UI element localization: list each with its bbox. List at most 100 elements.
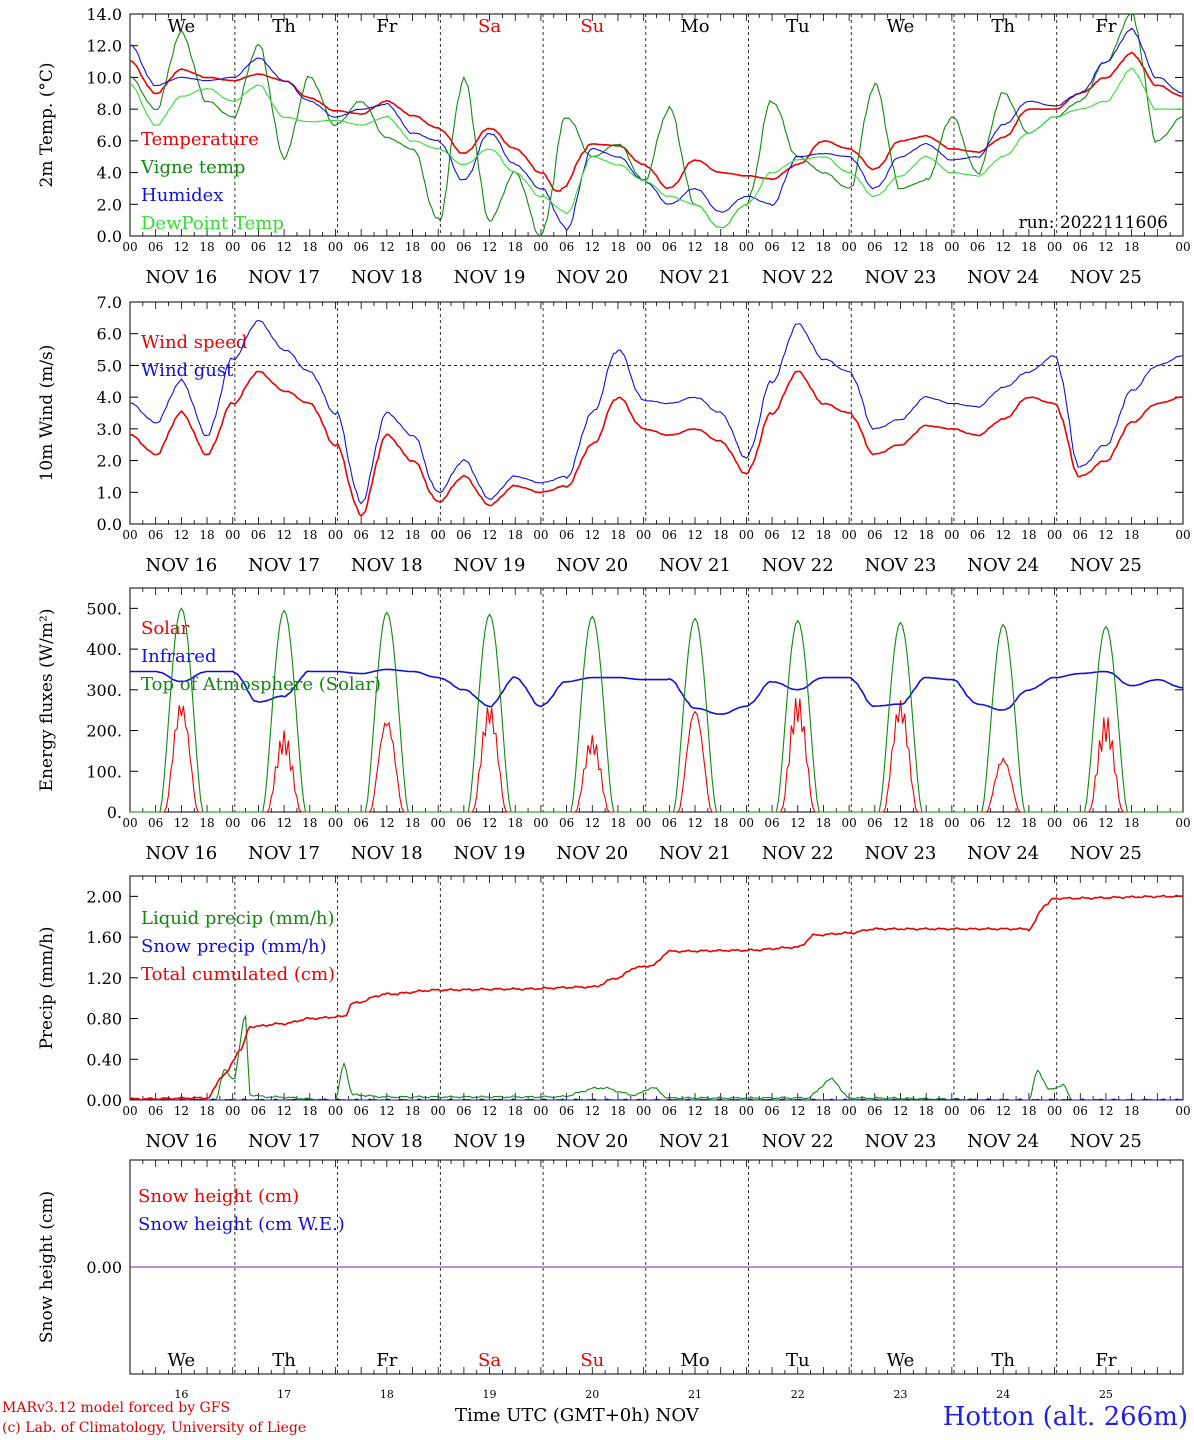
hour-label: 18 — [199, 528, 214, 542]
day-number: 24 — [996, 1388, 1010, 1401]
hour-label: 12 — [585, 528, 600, 542]
hour-label: 18 — [508, 240, 523, 254]
time-axis-title: Time UTC (GMT+0h) NOV — [455, 1405, 699, 1426]
hour-label: 00 — [636, 1104, 651, 1118]
date-label: NOV 17 — [248, 843, 320, 864]
hour-label: 00 — [431, 816, 446, 830]
hour-label: 12 — [585, 816, 600, 830]
hour-label: 18 — [302, 528, 317, 542]
y-tick-label: 6.0 — [97, 325, 122, 344]
hour-label: 06 — [354, 528, 369, 542]
hour-label: 12 — [482, 240, 497, 254]
y-tick-label: 4.0 — [97, 164, 122, 183]
day-label: Th — [991, 1350, 1015, 1371]
hour-label: 06 — [559, 240, 574, 254]
hour-label: 12 — [687, 816, 702, 830]
hour-label: 18 — [1124, 1104, 1139, 1118]
hour-label: 00 — [122, 240, 137, 254]
hour-label: 18 — [816, 1104, 831, 1118]
hour-label: 00 — [739, 816, 754, 830]
hour-label: 06 — [456, 816, 471, 830]
legend-entry: Temperature — [141, 129, 259, 150]
hour-label: 18 — [1021, 528, 1036, 542]
series-line-1-2 — [129, 13, 1184, 237]
hour-label: 00 — [636, 528, 651, 542]
legend-entry: Wind speed — [141, 332, 247, 353]
hour-label: 00 — [841, 240, 856, 254]
hour-label: 12 — [1098, 1104, 1113, 1118]
series-line-1-1 — [129, 51, 1184, 192]
hour-label: 06 — [970, 240, 985, 254]
day-label: Fr — [1095, 1350, 1116, 1371]
date-label: NOV 20 — [556, 555, 628, 576]
legend-entry: Snow precip (mm/h) — [141, 936, 327, 957]
date-label: NOV 19 — [454, 267, 526, 288]
date-label: NOV 21 — [659, 555, 731, 576]
hour-label: 06 — [251, 528, 266, 542]
hour-label: 12 — [174, 528, 189, 542]
hour-label: 06 — [970, 1104, 985, 1118]
hour-label: 06 — [148, 528, 163, 542]
panel-3: 0. 100. 200. 300. 400. 500. Energy fluxes (W/m… — [37, 587, 1191, 864]
hour-label: 00 — [533, 816, 548, 830]
series-line-4-2 — [129, 1098, 1184, 1101]
y-tick-label: 1.20 — [86, 969, 122, 988]
series-line-4-3 — [129, 894, 1184, 1101]
hour-label: 18 — [610, 1104, 625, 1118]
y-tick-label: 8.0 — [97, 100, 122, 119]
hour-label: 18 — [713, 816, 728, 830]
day-number: 23 — [893, 1388, 907, 1401]
y-tick-label: 0.80 — [86, 1010, 122, 1029]
hour-label: 18 — [508, 816, 523, 830]
hour-label: 12 — [996, 816, 1011, 830]
series-line-1-3 — [129, 27, 1184, 232]
y-axis-label: Precip (mm/h) — [37, 926, 57, 1049]
hour-label: 00 — [841, 528, 856, 542]
day-label: Fr — [376, 16, 397, 37]
day-label: Su — [580, 1350, 604, 1371]
hour-label: 00 — [1175, 240, 1190, 254]
hour-label: 18 — [816, 816, 831, 830]
date-label: NOV 23 — [865, 843, 937, 864]
date-label: NOV 25 — [1070, 843, 1142, 864]
y-tick-label: 14.0 — [86, 5, 122, 24]
date-label: NOV 22 — [762, 1131, 834, 1152]
hour-label: 12 — [687, 1104, 702, 1118]
panel-4: 0.00 0.40 0.80 1.20 1.60 2.00 Precip (mm/h) 00 0… — [37, 875, 1191, 1152]
hour-label: 06 — [662, 1104, 677, 1118]
date-label: NOV 23 — [865, 555, 937, 576]
hour-label: 12 — [893, 528, 908, 542]
hour-label: 12 — [379, 816, 394, 830]
hour-label: 06 — [662, 528, 677, 542]
hour-label: 06 — [867, 240, 882, 254]
hour-label: 12 — [687, 528, 702, 542]
hour-label: 06 — [354, 240, 369, 254]
day-label: We — [887, 1350, 915, 1371]
date-label: NOV 21 — [659, 267, 731, 288]
hour-label: 18 — [713, 528, 728, 542]
y-tick-label: 2.0 — [97, 195, 122, 214]
legend-entry: Solar — [141, 618, 190, 639]
day-label: We — [168, 1350, 196, 1371]
y-tick-label: 200. — [86, 722, 122, 741]
hour-label: 12 — [276, 528, 291, 542]
hour-label: 06 — [456, 1104, 471, 1118]
hour-label: 12 — [996, 1104, 1011, 1118]
legend-entry: DewPoint Temp — [141, 213, 284, 234]
hour-label: 00 — [533, 528, 548, 542]
hour-label: 00 — [328, 528, 343, 542]
date-label: NOV 18 — [351, 555, 423, 576]
date-label: NOV 25 — [1070, 1131, 1142, 1152]
hour-label: 12 — [174, 816, 189, 830]
y-tick-label: 6.0 — [97, 132, 122, 151]
hour-label: 12 — [1098, 240, 1113, 254]
hour-label: 12 — [585, 240, 600, 254]
series-line-2-2 — [129, 320, 1183, 505]
hour-label: 06 — [354, 1104, 369, 1118]
hour-label: 00 — [841, 816, 856, 830]
hour-label: 00 — [431, 240, 446, 254]
hour-label: 00 — [431, 1104, 446, 1118]
date-label: NOV 19 — [454, 843, 526, 864]
y-axis-label: Energy fluxes (W/m²) — [37, 609, 57, 792]
hour-label: 00 — [431, 528, 446, 542]
